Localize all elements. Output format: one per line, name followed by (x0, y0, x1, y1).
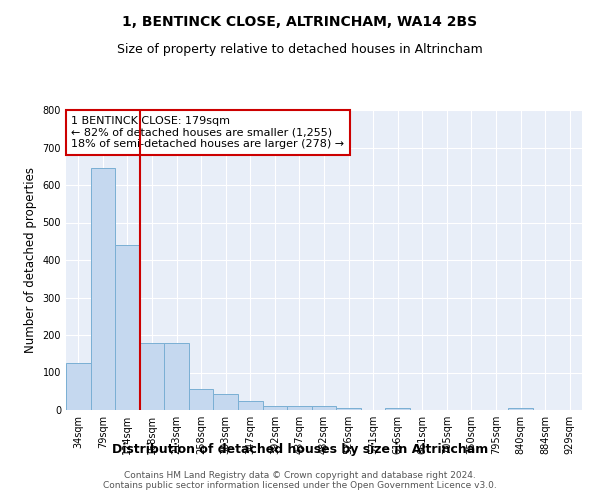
Bar (385, 408, 410, 410)
Bar (115, 245, 140, 410)
Text: 1 BENTINCK CLOSE: 179sqm
← 82% of detached houses are smaller (1,255)
18% of sem: 1 BENTINCK CLOSE: 179sqm ← 82% of detach… (71, 116, 344, 149)
Y-axis label: Number of detached properties: Number of detached properties (24, 167, 37, 353)
Bar (336, 408, 361, 410)
Bar (263, 406, 287, 410)
Text: 1, BENTINCK CLOSE, ALTRINCHAM, WA14 2BS: 1, BENTINCK CLOSE, ALTRINCHAM, WA14 2BS (122, 15, 478, 29)
Bar (140, 342, 164, 410)
Bar (214, 394, 238, 410)
Text: Size of property relative to detached houses in Altrincham: Size of property relative to detached ho… (117, 42, 483, 56)
Text: Distribution of detached houses by size in Altrincham: Distribution of detached houses by size … (112, 442, 488, 456)
Bar (312, 406, 336, 410)
Bar (91, 168, 115, 410)
Text: Contains HM Land Registry data © Crown copyright and database right 2024.
Contai: Contains HM Land Registry data © Crown c… (103, 470, 497, 490)
Bar (164, 342, 189, 410)
Bar (66, 363, 91, 410)
Bar (189, 388, 214, 410)
Bar (238, 400, 263, 410)
Bar (508, 408, 533, 410)
Bar (287, 406, 312, 410)
